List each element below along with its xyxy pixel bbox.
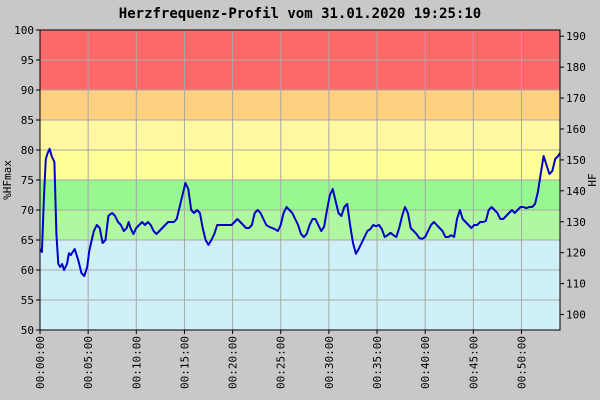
x-tick-label: 00:30:00 bbox=[323, 336, 336, 389]
y2-tick-label: 170 bbox=[566, 92, 586, 105]
y2-tick-label: 180 bbox=[566, 61, 586, 74]
y2-tick-label: 120 bbox=[566, 247, 586, 260]
x-tick-label: 00:40:00 bbox=[419, 336, 432, 389]
zone-band-3 bbox=[40, 150, 560, 180]
x-tick-label: 00:35:00 bbox=[371, 336, 384, 389]
left-axis-ticks: 50 55 60 65 70 75 80 85 90 95 100 bbox=[14, 24, 40, 337]
x-tick-label: 00:10:00 bbox=[130, 336, 143, 389]
x-tick-label: 00:50:00 bbox=[515, 336, 528, 389]
y-tick-label: 60 bbox=[21, 264, 34, 277]
y2-tick-label: 140 bbox=[566, 185, 586, 198]
line-layer bbox=[39, 147, 561, 277]
y2-tick-label: 160 bbox=[566, 123, 586, 136]
grid-layer bbox=[40, 30, 560, 330]
x-axis-ticks: 00:00:00 00:05:00 00:10:00 00:15:00 00:20:00… bbox=[34, 330, 528, 389]
y-axis-label: %HFmax bbox=[1, 160, 14, 200]
y-tick-label: 90 bbox=[21, 84, 34, 97]
zone-band-1 bbox=[40, 210, 560, 240]
x-tick-label: 00:45:00 bbox=[467, 336, 480, 389]
series-line bbox=[39, 147, 561, 277]
x-tick-label: 00:05:00 bbox=[82, 336, 95, 389]
chart-title: Herzfrequenz-Profil vom 31.01.2020 19:25… bbox=[119, 6, 481, 22]
y-tick-label: 70 bbox=[21, 204, 34, 217]
y-tick-label: 65 bbox=[21, 234, 34, 247]
y-tick-label: 100 bbox=[14, 24, 34, 37]
y2-tick-label: 190 bbox=[566, 30, 586, 43]
x-tick-label: 00:25:00 bbox=[275, 336, 288, 389]
x-tick-label: 00:15:00 bbox=[178, 336, 191, 389]
y2-tick-label: 110 bbox=[566, 278, 586, 291]
y-tick-label: 75 bbox=[21, 174, 34, 187]
y2-tick-label: 150 bbox=[566, 154, 586, 167]
y2-tick-label: 100 bbox=[566, 309, 586, 322]
zone-band-2 bbox=[40, 180, 560, 210]
x-tick-label: 00:20:00 bbox=[227, 336, 240, 389]
y2-tick-label: 130 bbox=[566, 216, 586, 229]
x-tick-label: 00:00:00 bbox=[34, 336, 47, 389]
y-tick-label: 85 bbox=[21, 114, 34, 127]
y-tick-label: 95 bbox=[21, 54, 34, 67]
zone-band-4 bbox=[40, 120, 560, 150]
zone-band-5 bbox=[40, 90, 560, 120]
y-tick-label: 55 bbox=[21, 294, 34, 307]
zone-band-0 bbox=[40, 240, 560, 330]
right-axis-ticks: 100 110 120 130 140 150 160 170 180 190 bbox=[560, 30, 586, 322]
y-tick-label: 80 bbox=[21, 144, 34, 157]
y-tick-label: 50 bbox=[21, 324, 34, 337]
y2-axis-label: HF bbox=[586, 173, 599, 186]
